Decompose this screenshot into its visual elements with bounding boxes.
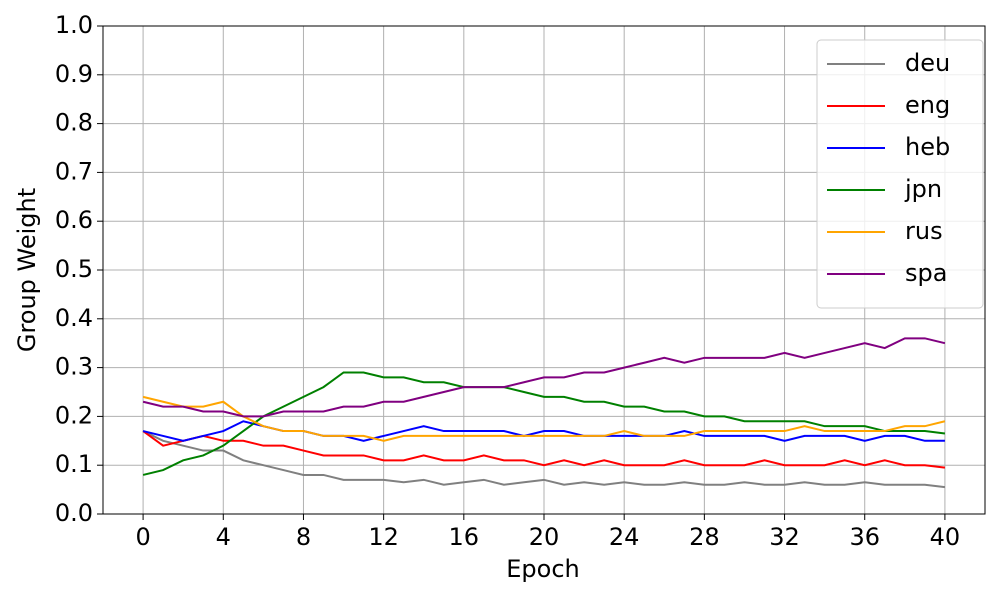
y-tick-label: 0.3: [55, 353, 93, 381]
y-tick-label: 0.6: [55, 206, 93, 234]
x-tick-label: 32: [769, 523, 800, 551]
series-line: [142, 371, 946, 476]
x-tick-label: 16: [449, 523, 480, 551]
x-tick-label: 12: [368, 523, 399, 551]
plot-frame: [102, 25, 986, 515]
x-axis-label: Epoch: [506, 555, 580, 583]
x-tick-label: 24: [609, 523, 640, 551]
y-tick-label: 0.5: [55, 255, 93, 283]
y-tick-label: 0.4: [55, 304, 93, 332]
series-line: [142, 395, 946, 442]
y-tick-label: 0.0: [55, 499, 93, 527]
series-line: [142, 337, 946, 418]
y-tick-label: 0.2: [55, 401, 93, 429]
legend-label: jpn: [904, 175, 942, 203]
series-line: [142, 430, 946, 489]
legend-label: heb: [905, 133, 950, 161]
x-tick-label: 40: [930, 523, 961, 551]
legend-label: eng: [905, 91, 950, 119]
x-tick-label: 8: [296, 523, 311, 551]
y-tick-label: 0.7: [55, 157, 93, 185]
y-tick-label: 0.1: [55, 450, 93, 478]
legend-label: rus: [905, 217, 943, 245]
y-tick-label: 0.8: [55, 109, 93, 137]
x-tick-label: 20: [529, 523, 560, 551]
y-axis-label: Group Weight: [13, 188, 41, 352]
legend-box: [816, 39, 984, 309]
x-tick-label: 36: [849, 523, 880, 551]
series-line: [142, 430, 946, 469]
x-tick-label: 0: [135, 523, 150, 551]
x-tick-label: 28: [689, 523, 720, 551]
x-tick-label: 4: [216, 523, 231, 551]
y-tick-label: 0.9: [55, 60, 93, 88]
legend-label: spa: [905, 259, 947, 287]
legend-label: deu: [905, 49, 950, 77]
y-tick-label: 1.0: [55, 11, 93, 39]
